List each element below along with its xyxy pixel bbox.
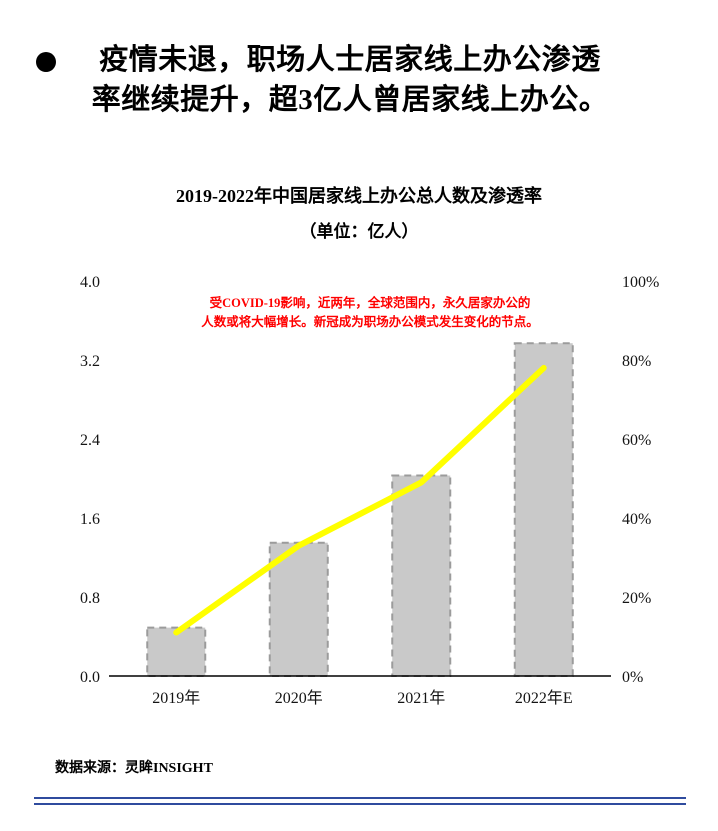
bullet-icon [36, 52, 56, 72]
data-source-label: 数据来源：灵眸INSIGHT [55, 761, 213, 776]
left-axis-tick: 3.2 [80, 353, 100, 370]
chart-title: 2019-2022年中国居家线上办公总人数及渗透率 [176, 186, 542, 206]
right-axis-tick: 60% [622, 432, 651, 449]
left-axis-tick: 0.0 [80, 669, 100, 686]
combo-chart: 4.0 3.2 2.4 1.6 0.8 0.0 100% 80% 60% 40% 20% 0% 2019… [0, 260, 718, 730]
x-axis-category: 2022年E [515, 689, 573, 707]
annotation-line-1: 受COVID-19影响，近两年，全球范围内，永久居家办公的 [209, 296, 531, 310]
chart-svg: 4.0 3.2 2.4 1.6 0.8 0.0 100% 80% 60% 40% 20% 0% 2019… [80, 274, 659, 707]
chart-title-block: 2019-2022年中国居家线上办公总人数及渗透率 （单位：亿人） [0, 182, 718, 242]
right-axis-tick: 40% [622, 511, 651, 528]
right-axis-tick: 80% [622, 353, 651, 370]
right-axis-tick: 20% [622, 590, 651, 607]
left-axis-tick: 0.8 [80, 590, 100, 607]
left-axis-tick: 1.6 [80, 511, 100, 528]
bar-2021年 [391, 474, 452, 677]
chart-annotation: 受COVID-19影响，近两年，全球范围内，永久居家办公的 人数或将大幅增长。新… [110, 294, 630, 332]
headline-text: 疫情未退，职场人士居家线上办公渗透率继续提升，超3亿人曾居家线上办公。 [91, 44, 609, 117]
right-axis-tick: 0% [622, 669, 643, 686]
left-axis-tick: 4.0 [80, 274, 100, 291]
bar-2022年E [513, 342, 574, 678]
right-axis-tick: 100% [622, 274, 659, 291]
x-axis-category: 2019年 [152, 689, 200, 707]
footer-divider [34, 797, 686, 805]
left-axis-tick: 2.4 [80, 432, 100, 449]
x-axis-category: 2020年 [275, 689, 323, 707]
annotation-line-2: 人数或将大幅增长。新冠成为职场办公模式发生变化的节点。 [201, 314, 539, 329]
headline-block: 疫情未退，职场人士居家线上办公渗透率继续提升，超3亿人曾居家线上办公。 [30, 40, 690, 120]
x-axis-category: 2021年 [397, 689, 445, 707]
bar-2020年 [268, 541, 329, 677]
penetration-rate-line [173, 364, 547, 636]
chart-subtitle: （单位：亿人） [299, 222, 419, 241]
